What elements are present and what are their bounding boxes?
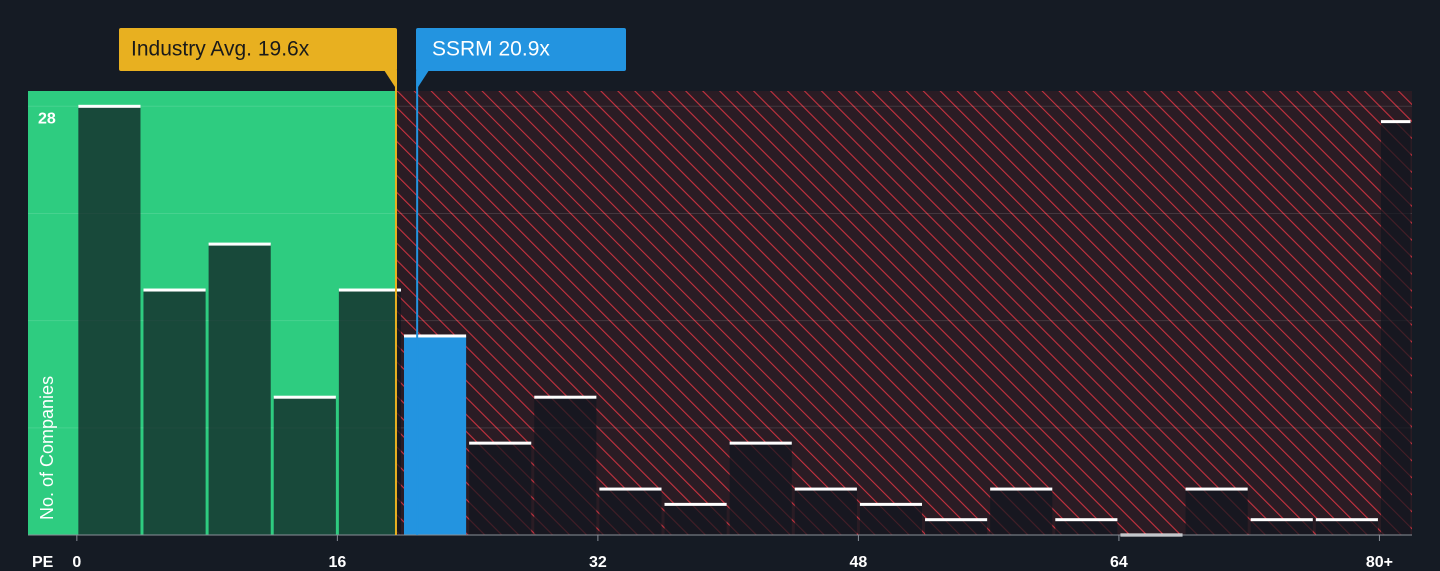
x-tick-label: 16 [328,554,346,571]
bar [273,397,336,535]
bar-group [990,487,1053,535]
bar-group [859,502,923,535]
bar [143,290,206,535]
bar-group [794,487,857,535]
bar [1315,519,1378,535]
x-tick-label: 32 [589,554,607,571]
bar-group [143,288,206,535]
bar [1250,519,1313,535]
bar [1185,489,1248,535]
bar-cap [794,487,857,491]
bar [729,443,792,535]
x-tick-label: 64 [1110,554,1128,571]
x-tick-label: 48 [850,554,868,571]
bar-cap [859,502,923,506]
bar-group [338,288,401,535]
bar-cap [78,104,141,108]
bar-group [534,395,597,535]
y-tick-label: 28 [38,111,56,128]
bar-cap [143,288,206,292]
bar-cap [1315,518,1378,522]
bar-group [273,395,336,535]
bar-cap [925,518,988,522]
bar-cap [664,502,727,506]
x-axis-label: PE [32,554,54,571]
bar-cap [208,242,271,246]
bar-cap [729,441,792,445]
bar [338,290,401,535]
annotation-box [416,28,626,71]
annotation-label: Industry Avg. 19.6x [131,38,310,61]
bar-group [469,441,532,535]
bar-group [1380,120,1411,535]
bar-cap [469,441,532,445]
annotation-pointer [383,70,397,90]
bar-group [925,518,988,535]
annotation-box [119,28,397,71]
annotation-pointer [416,70,430,90]
bar-cap [403,334,467,338]
bar-cap [1250,518,1313,522]
bar-cap [599,487,662,491]
bar-group [403,334,467,535]
bar-cap [990,487,1053,491]
bar [925,519,988,535]
bar [1380,121,1411,535]
x-tick-label: 80+ [1366,554,1393,571]
bar-group [1055,518,1118,535]
bar [990,489,1053,535]
bar-group [1315,518,1378,535]
bar-cap [534,395,597,399]
bar-group [599,487,662,535]
bar [664,504,727,535]
bar-group [1250,518,1313,535]
bar [534,397,597,535]
bar [859,504,923,535]
bar-cap [273,395,336,399]
y-axis-label: No. of Companies [37,376,57,520]
bar [469,443,532,535]
bar-group [729,441,792,535]
bar-cap [1185,487,1248,491]
bar-cap [1380,120,1411,124]
bar [208,244,271,535]
bar-cap [338,288,401,292]
annotation-label: SSRM 20.9x [432,38,550,61]
bar-group [78,104,141,535]
x-tick-label: 0 [72,554,81,571]
bar-group [208,242,271,535]
bar-group [1185,487,1248,535]
bar [1055,519,1118,535]
bar [599,489,662,535]
bar-cap [1055,518,1118,522]
bar [78,106,141,535]
bar [794,489,857,535]
bar-group [664,502,727,535]
bar [403,335,467,535]
